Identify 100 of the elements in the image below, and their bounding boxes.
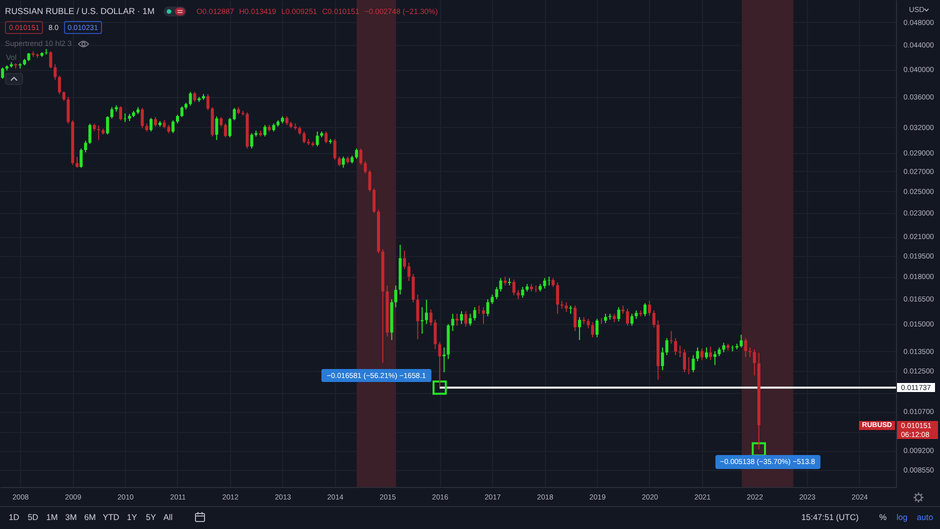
- candlestick: [460, 310, 463, 324]
- text: 3M: [65, 512, 77, 522]
- candlestick: [368, 170, 372, 192]
- candlestick: [687, 356, 690, 375]
- candlestick: [744, 338, 748, 358]
- candlestick: [548, 276, 551, 286]
- candlestick: [696, 346, 700, 362]
- candlestick: [692, 354, 695, 373]
- candlestick: [748, 346, 752, 358]
- candlestick: [215, 116, 218, 141]
- candlestick: [429, 308, 432, 326]
- candlestick: [521, 286, 524, 298]
- candlestick: [704, 346, 708, 360]
- candlestick: [569, 305, 572, 314]
- candlestick: [512, 279, 516, 296]
- candlestick: [586, 318, 590, 329]
- candlestick: [482, 306, 485, 324]
- text: 6M: [84, 512, 96, 522]
- candlestick: [665, 338, 668, 356]
- text: 1M: [46, 512, 58, 522]
- candlestick: [713, 350, 716, 366]
- candlestick: [456, 313, 459, 326]
- candlestick: [80, 148, 83, 168]
- candlestick: [1, 66, 4, 80]
- text: 15:47:51 (UTC): [801, 512, 859, 522]
- candlestick: [338, 156, 341, 167]
- text: YTD: [102, 512, 120, 522]
- candlestick: [700, 348, 704, 361]
- candlestick: [394, 284, 398, 308]
- candlestick: [534, 284, 538, 293]
- candlestick: [442, 346, 446, 373]
- candlestick: [324, 131, 328, 144]
- candlestick: [591, 322, 594, 338]
- candlestick: [438, 341, 442, 388]
- candlestick: [661, 346, 664, 371]
- candlestick: [188, 91, 192, 106]
- candlestick: [206, 94, 210, 111]
- candlestick: [644, 302, 647, 317]
- text: All: [163, 512, 173, 522]
- candlestick: [556, 282, 560, 314]
- candlestick: [478, 305, 481, 314]
- candlestick: [740, 334, 743, 348]
- candlestick: [342, 156, 345, 168]
- candlestick: [66, 96, 70, 124]
- candlestick: [62, 90, 66, 102]
- candlestick: [424, 299, 428, 324]
- text: RUSSIAN RUBLE / U.S. DOLLAR · 1M: [5, 6, 154, 16]
- candlestick: [140, 107, 144, 129]
- candlestick: [678, 345, 682, 358]
- candlestick: [407, 262, 410, 282]
- candlestick: [232, 107, 236, 121]
- candlestick: [172, 120, 175, 134]
- candlestick: [574, 305, 577, 332]
- candlestick: [224, 122, 227, 138]
- text: auto: [916, 512, 934, 522]
- candlestick: [250, 132, 254, 150]
- candlestick: [648, 300, 651, 316]
- candlestick: [722, 342, 726, 353]
- candlestick: [84, 140, 88, 153]
- candlestick: [464, 310, 468, 328]
- candlestick: [359, 148, 362, 166]
- candlestick: [626, 308, 629, 326]
- candlestick: [302, 131, 306, 144]
- candlestick: [316, 131, 319, 147]
- candlestick: [58, 75, 61, 95]
- candlestick: [468, 313, 472, 326]
- candlestick: [499, 278, 502, 292]
- candlestick: [150, 117, 153, 132]
- candlestick: [154, 116, 158, 128]
- text: 1D: [8, 512, 20, 522]
- candlestick: [543, 278, 546, 289]
- candlestick: [88, 123, 92, 144]
- candlestick: [578, 316, 582, 340]
- candlestick: [516, 289, 520, 300]
- candlestick: [508, 278, 511, 286]
- text: %: [879, 512, 887, 522]
- candlestick: [652, 310, 656, 328]
- candlestick: [674, 338, 678, 356]
- candlestick: [110, 106, 114, 120]
- candlestick: [630, 313, 634, 326]
- candlestick: [490, 294, 494, 304]
- candlestick: [473, 306, 476, 322]
- candlestick: [495, 286, 498, 300]
- candlestick: [228, 117, 232, 138]
- candlestick: [564, 302, 568, 313]
- candlestick: [604, 313, 608, 324]
- text: 5D: [28, 512, 38, 522]
- candlestick: [364, 160, 367, 174]
- candlestick: [97, 124, 100, 141]
- candlestick: [220, 116, 223, 128]
- candlestick: [402, 250, 406, 270]
- candlestick: [106, 116, 110, 135]
- candlestick: [434, 319, 437, 350]
- candlestick: [682, 348, 686, 373]
- candlestick: [486, 298, 490, 317]
- candlestick: [416, 294, 420, 340]
- candlestick: [596, 318, 599, 338]
- candlestick: [355, 148, 358, 160]
- candlestick: [752, 348, 756, 376]
- candlestick: [54, 64, 57, 80]
